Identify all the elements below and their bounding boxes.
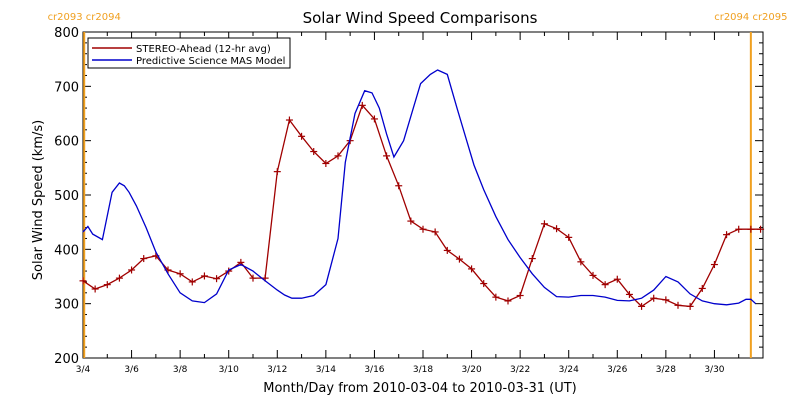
data-point — [455, 255, 463, 263]
y-axis-label: Solar Wind Speed (km/s) — [31, 120, 46, 280]
data-point — [249, 274, 257, 282]
data-point — [735, 225, 743, 233]
data-point — [528, 255, 536, 263]
y-tick-label: 700 — [54, 80, 79, 95]
y-tick-label: 500 — [54, 189, 79, 204]
data-point — [383, 152, 391, 160]
x-tick-label: 3/18 — [413, 365, 433, 375]
data-point — [516, 292, 524, 300]
data-point — [589, 271, 597, 279]
x-tick-label: 3/30 — [704, 365, 724, 375]
data-point — [540, 220, 548, 228]
data-point — [492, 293, 500, 301]
x-tick-label: 3/20 — [461, 365, 481, 375]
series-group — [79, 69, 765, 310]
data-point — [674, 301, 682, 309]
data-point — [480, 280, 488, 288]
data-point — [662, 296, 670, 304]
x-tick-label: 3/12 — [267, 365, 287, 375]
data-point — [176, 270, 184, 278]
carrington-markers: cr2093 cr2094 cr2094 cr2095 — [48, 12, 788, 358]
data-point — [140, 255, 148, 263]
data-point — [553, 225, 561, 233]
data-point — [504, 297, 512, 305]
data-point — [213, 275, 221, 283]
data-point — [285, 116, 293, 124]
data-point — [468, 265, 476, 273]
data-point — [334, 152, 342, 160]
y-tick-label: 300 — [54, 298, 79, 313]
data-point — [723, 231, 731, 239]
x-axis-label: Month/Day from 2010-03-04 to 2010-03-31 … — [263, 381, 576, 396]
data-point — [188, 278, 196, 286]
data-point — [407, 217, 415, 225]
y-tick-label: 600 — [54, 135, 79, 150]
data-point — [115, 274, 123, 282]
x-tick-label: 3/8 — [173, 365, 188, 375]
x-tick-label: 3/22 — [510, 365, 530, 375]
x-tick-label: 3/14 — [316, 365, 336, 375]
data-point — [322, 159, 330, 167]
data-point — [747, 225, 755, 233]
data-point — [128, 266, 136, 274]
data-point — [370, 115, 378, 123]
y-tick-label: 800 — [54, 26, 79, 41]
data-point — [310, 148, 318, 156]
data-point — [601, 281, 609, 289]
data-point — [698, 284, 706, 292]
x-tick-label: 3/6 — [124, 365, 139, 375]
data-point — [565, 233, 573, 241]
x-tick-label: 3/24 — [559, 365, 579, 375]
data-point — [273, 168, 281, 176]
x-tick-label: 3/28 — [656, 365, 676, 375]
data-point — [103, 281, 111, 289]
data-point — [298, 132, 306, 140]
legend-box — [87, 37, 291, 69]
legend-label: STEREO-Ahead (12-hr avg) — [136, 44, 271, 55]
data-point — [710, 261, 718, 269]
x-tick-label: 3/10 — [219, 365, 239, 375]
data-point — [443, 246, 451, 254]
x-tick-label: 3/16 — [364, 365, 384, 375]
data-point — [650, 294, 658, 302]
carrington-label: cr2094 cr2095 — [714, 12, 787, 23]
data-point — [79, 277, 87, 285]
legend: STEREO-Ahead (12-hr avg)Predictive Scien… — [87, 37, 291, 69]
series-line-1 — [82, 69, 757, 306]
data-point — [757, 225, 765, 233]
data-point — [431, 228, 439, 236]
data-point — [200, 272, 208, 280]
legend-label: Predictive Science MAS Model — [136, 56, 285, 67]
carrington-label: cr2093 cr2094 — [48, 12, 121, 23]
y-tick-label: 400 — [54, 243, 79, 258]
data-point — [638, 302, 646, 310]
data-point — [395, 182, 403, 190]
data-point — [686, 302, 694, 310]
data-point — [625, 290, 633, 298]
data-point — [419, 225, 427, 233]
chart-title: Solar Wind Speed Comparisons — [303, 9, 538, 27]
y-tick-label: 200 — [54, 352, 79, 367]
data-point — [358, 101, 366, 109]
data-point — [91, 285, 99, 293]
x-tick-label: 3/26 — [607, 365, 627, 375]
data-point — [613, 275, 621, 283]
x-tick-label: 3/4 — [76, 365, 91, 375]
data-point — [577, 258, 585, 266]
